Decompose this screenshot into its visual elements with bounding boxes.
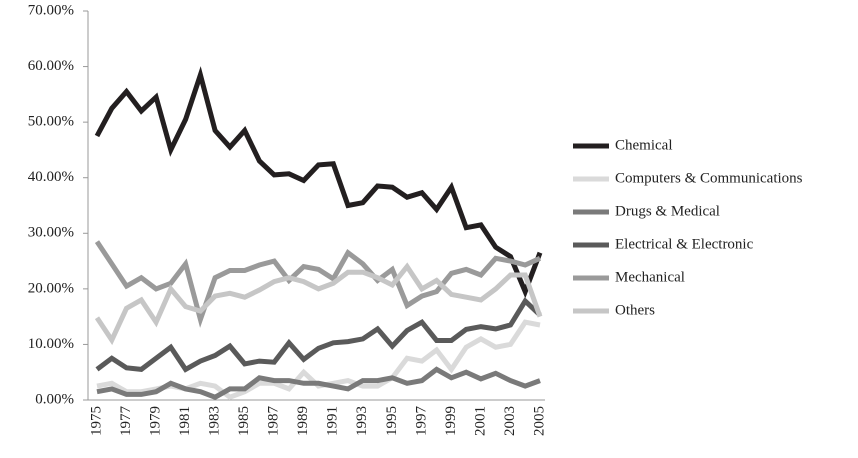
- legend-label: Electrical & Electronic: [615, 236, 754, 252]
- x-tick-label: 1979: [148, 406, 164, 436]
- y-tick-label: 30.00%: [28, 225, 74, 241]
- y-tick-label: 0.00%: [35, 391, 74, 407]
- y-tick-label: 50.00%: [28, 114, 74, 130]
- legend-label: Chemical: [615, 137, 672, 153]
- x-tick-label: 1987: [266, 406, 282, 437]
- legend-label: Others: [615, 302, 655, 318]
- legend-label: Drugs & Medical: [615, 203, 720, 219]
- x-tick-label: 1977: [118, 406, 134, 437]
- x-tick-label: 2001: [472, 406, 488, 436]
- x-tick-label: 1991: [325, 406, 341, 436]
- y-tick-label: 70.00%: [28, 2, 74, 18]
- y-tick-label: 60.00%: [28, 58, 74, 74]
- x-tick-label: 1985: [236, 406, 252, 436]
- x-tick-label: 1975: [88, 406, 104, 436]
- series-line: [94, 262, 543, 346]
- y-tick-label: 20.00%: [28, 280, 74, 296]
- x-tick-label: 1989: [295, 406, 311, 436]
- x-tick-label: 2005: [531, 406, 547, 436]
- x-tick-label: 1997: [413, 406, 429, 437]
- series-line: [94, 240, 542, 328]
- x-tick-label: 1995: [384, 406, 400, 436]
- x-tick-label: 1993: [354, 406, 370, 436]
- legend-label: Mechanical: [615, 269, 685, 285]
- series-line: [96, 366, 541, 400]
- x-tick-label: 1999: [443, 406, 459, 436]
- y-tick-label: 40.00%: [28, 169, 74, 185]
- series-line: [95, 297, 542, 373]
- series-line: [94, 66, 543, 299]
- y-tick-label: 10.00%: [28, 336, 74, 352]
- legend-label: Computers & Communications: [615, 170, 803, 186]
- x-tick-label: 1981: [177, 406, 193, 436]
- x-tick-label: 1983: [207, 406, 223, 436]
- x-tick-label: 2003: [502, 406, 518, 436]
